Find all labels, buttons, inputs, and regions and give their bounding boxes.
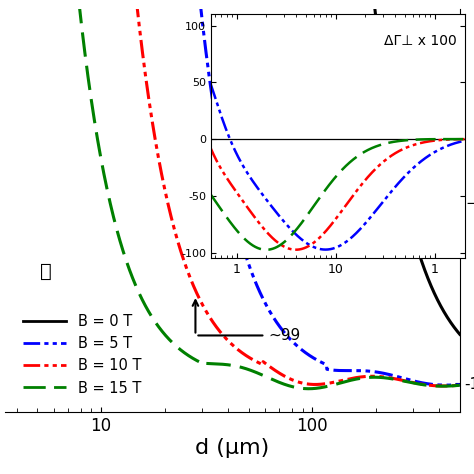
Text: ΔΓ⊥ x 100: ΔΓ⊥ x 100 xyxy=(384,34,457,48)
Text: ⏞: ⏞ xyxy=(40,262,52,281)
Text: ~99: ~99 xyxy=(268,328,301,343)
X-axis label: d (μm): d (μm) xyxy=(195,438,269,458)
Legend: B = 0 T, B = 5 T, B = 10 T, B = 15 T: B = 0 T, B = 5 T, B = 10 T, B = 15 T xyxy=(17,308,147,401)
